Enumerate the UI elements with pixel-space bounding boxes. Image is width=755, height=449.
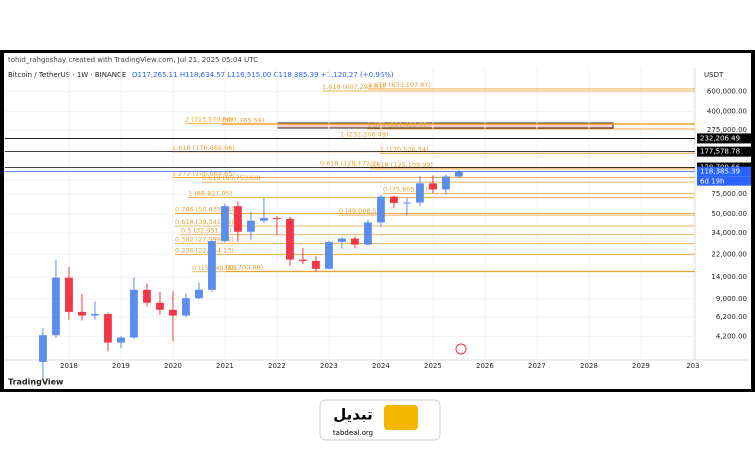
candle-body <box>39 335 47 362</box>
x-tick-label: 203 <box>686 362 699 370</box>
level-label: 0.786 (50,633.24) <box>175 206 234 214</box>
candle-body <box>416 183 424 203</box>
level-label: 2.618 (633,107.87) <box>368 81 431 89</box>
candle-body <box>273 217 281 219</box>
candle-body <box>442 176 450 190</box>
y-tick-label: 400,000.00 <box>707 108 747 116</box>
candle-body <box>195 289 203 299</box>
y-tick-label: 22,000.00 <box>711 251 747 259</box>
candle-body <box>299 259 307 261</box>
y-tick-label: 50,000.00 <box>711 210 747 218</box>
brand-icon <box>384 405 418 430</box>
candle-body <box>182 298 190 316</box>
candle-body <box>377 196 385 223</box>
x-tick-label: 2020 <box>164 362 182 370</box>
brand-site: tabdeal.org <box>333 429 373 437</box>
candle-body <box>429 183 437 190</box>
level-label: 0.618 (128,172.2) <box>320 160 379 168</box>
y-tick-label: 275,000.00 <box>707 126 747 134</box>
candle-body <box>104 314 112 343</box>
symbol: Bitcoin / TetherUS · 1W · BINANCE <box>8 71 126 79</box>
candle-body <box>364 222 372 245</box>
x-tick-label: 2028 <box>580 362 598 370</box>
x-tick-label: 2024 <box>372 362 390 370</box>
candle-body <box>403 202 411 204</box>
x-tick-label: 2025 <box>424 362 442 370</box>
x-tick-label: 2021 <box>216 362 234 370</box>
level-label: 1.618 (281,428.12) <box>367 121 430 129</box>
level-label: 0.618 (95,753.60) <box>202 174 261 182</box>
y-tick-label: 9,000.00 <box>716 295 747 303</box>
level-label: 2 (313,570.86) <box>185 116 234 124</box>
x-tick-label: 2022 <box>268 362 286 370</box>
level-label: 0 (49,008.50) <box>339 207 383 215</box>
x-tick-label: 2027 <box>528 362 546 370</box>
candle-body <box>78 311 86 316</box>
candle-body <box>91 314 99 316</box>
price-tag <box>697 166 751 177</box>
level-label: 1.618 (176,666.66) <box>172 144 235 152</box>
candle-body <box>130 289 138 338</box>
candle-body <box>260 217 268 221</box>
level-label: (307,765.59) <box>222 117 264 125</box>
candle-body <box>455 171 463 177</box>
level-label: 1.618 (607,297.87) <box>322 83 385 91</box>
countdown-tag <box>697 176 751 186</box>
price-tag-label: 118,385.39 <box>700 168 740 176</box>
level-label: (15,700.88) <box>225 263 263 271</box>
level-label: 1.272 (105,064.65) <box>172 170 235 178</box>
x-tick-label: 2029 <box>632 362 650 370</box>
y-tick-label: 34,000.00 <box>711 229 747 237</box>
y-tick-label: 4,200.00 <box>716 332 747 340</box>
candle-body <box>312 260 320 269</box>
brand-name: تبدیل <box>333 406 372 424</box>
event-icon <box>455 343 467 355</box>
footer-logo: TradingView <box>8 378 64 387</box>
candle-body <box>156 302 164 310</box>
candle-body <box>390 196 398 204</box>
candle-body <box>143 289 151 303</box>
price-tag-label: 232,206.49 <box>700 134 740 142</box>
y-tick-label: 6,200.00 <box>716 313 747 321</box>
candle-body <box>221 206 229 242</box>
x-tick-label: 2023 <box>320 362 338 370</box>
level-label: 0.236 (22,164.13) <box>175 246 234 254</box>
y-tick-label: 14,000.00 <box>711 273 747 281</box>
price-tag-label: 177,578.78 <box>700 148 740 156</box>
candle-body <box>208 241 216 290</box>
level-label: 0.618 (125,109.99) <box>370 161 433 169</box>
candle-body <box>65 277 73 312</box>
candle-body <box>338 238 346 242</box>
level-label: 1 (170,526.34) <box>380 146 429 154</box>
candle-body <box>234 206 242 232</box>
y-tick-label: 75,000.00 <box>711 190 747 198</box>
candle-body <box>351 238 359 245</box>
x-tick-label: 2018 <box>60 362 78 370</box>
x-tick-label: 2026 <box>476 362 494 370</box>
y-tick-label: 600,000.00 <box>707 88 747 96</box>
level-label: 0.618 (39,341.26) <box>175 218 234 226</box>
price-tag <box>697 146 751 157</box>
level-label: 0 (75,805.13) <box>383 186 427 194</box>
level-label: 1 (232,206.49) <box>340 130 389 138</box>
price-tag <box>697 133 751 144</box>
candle-body <box>169 309 177 316</box>
candle-body <box>286 218 294 260</box>
candle-body <box>52 277 60 336</box>
ohlc: O117,265.11 H118,634.57 L116,515.00 C118… <box>132 71 394 79</box>
candle-body <box>117 337 125 343</box>
countdown: 6d 19h <box>700 178 724 186</box>
level-label: 0.5 (32,951.53) <box>181 227 232 235</box>
candle-body <box>247 220 255 232</box>
level-label: 1 (69,827.95) <box>188 190 232 198</box>
x-tick-label: 2019 <box>112 362 130 370</box>
level-label: 0.382 (27,599.66) <box>175 235 234 243</box>
candle-body <box>325 241 333 269</box>
credit: tohid_rahgoshay created with TradingView… <box>8 56 258 64</box>
currency: USDT <box>704 71 724 79</box>
